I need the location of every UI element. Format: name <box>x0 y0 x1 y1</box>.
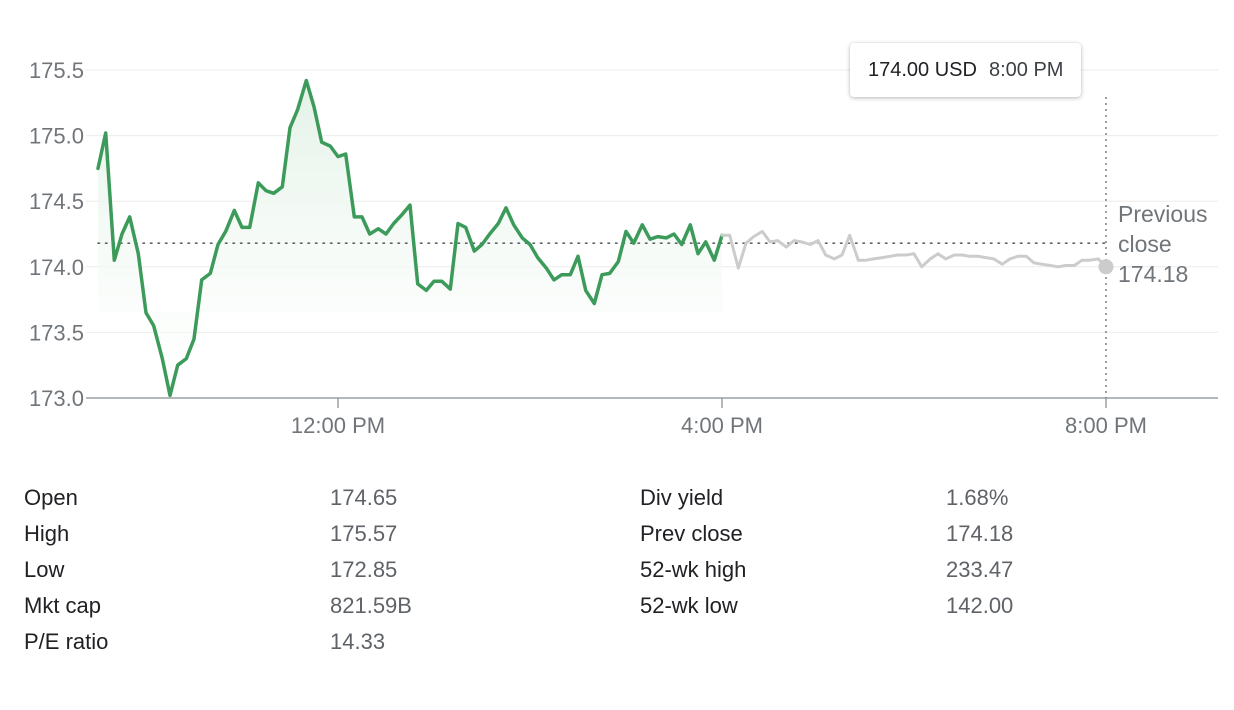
stat-value: 821.59B <box>330 593 412 618</box>
stat-label: High <box>24 521 70 546</box>
stat-label: 52-wk high <box>640 557 747 582</box>
hover-point-marker <box>1098 259 1114 275</box>
stat-label: P/E ratio <box>24 629 109 654</box>
stat-value: 14.33 <box>330 629 386 654</box>
stat-label: Mkt cap <box>24 593 102 618</box>
stat-value: 174.65 <box>330 485 398 510</box>
axis-labels: 173.0 173.5 174.0 174.5 175.0 175.5 12:00 PM 4:… <box>29 58 1208 438</box>
x-tick-label: 12:00 PM <box>291 413 385 438</box>
price-area-fill <box>98 80 722 396</box>
previous-close-label: Previous <box>1118 201 1207 227</box>
previous-close-value: 174.18 <box>1118 261 1188 287</box>
stat-label: Div yield <box>640 485 724 510</box>
stat-label: Open <box>24 485 78 510</box>
tooltip-price: 174.00 USD <box>868 58 977 81</box>
stat-value: 174.18 <box>946 521 1014 546</box>
price-tooltip: 174.00 USD 8:00 PM <box>850 43 1082 97</box>
y-tick-label: 175.0 <box>29 124 84 149</box>
y-tick-label: 175.5 <box>29 58 84 83</box>
stat-label: 52-wk low <box>640 593 738 618</box>
y-tick-label: 173.0 <box>29 386 84 411</box>
y-tick-label: 174.5 <box>29 189 84 214</box>
stat-value: 172.85 <box>330 557 398 582</box>
x-tick-label: 8:00 PM <box>1065 413 1147 438</box>
after-hours-line <box>720 229 1108 270</box>
stat-value: 175.57 <box>330 521 398 546</box>
y-tick-label: 174.0 <box>29 255 84 280</box>
previous-close-label: close <box>1118 231 1172 257</box>
stat-value: 142.00 <box>946 593 1014 618</box>
hover-cursor <box>1098 97 1114 398</box>
stat-value: 1.68% <box>946 485 1009 510</box>
x-tick-label: 4:00 PM <box>681 413 763 438</box>
regular-session-line <box>96 78 724 398</box>
stat-label: Prev close <box>640 521 743 546</box>
regular-session-area <box>98 80 722 396</box>
stat-value: 233.47 <box>946 557 1014 582</box>
x-axis <box>86 397 1218 408</box>
price-chart[interactable]: 173.0 173.5 174.0 174.5 175.0 175.5 12:00 PM 4:… <box>0 0 1234 450</box>
tooltip-time: 8:00 PM <box>988 58 1064 81</box>
price-lines <box>96 78 1108 398</box>
y-tick-label: 173.5 <box>29 320 84 345</box>
stat-label: Low <box>24 557 65 582</box>
